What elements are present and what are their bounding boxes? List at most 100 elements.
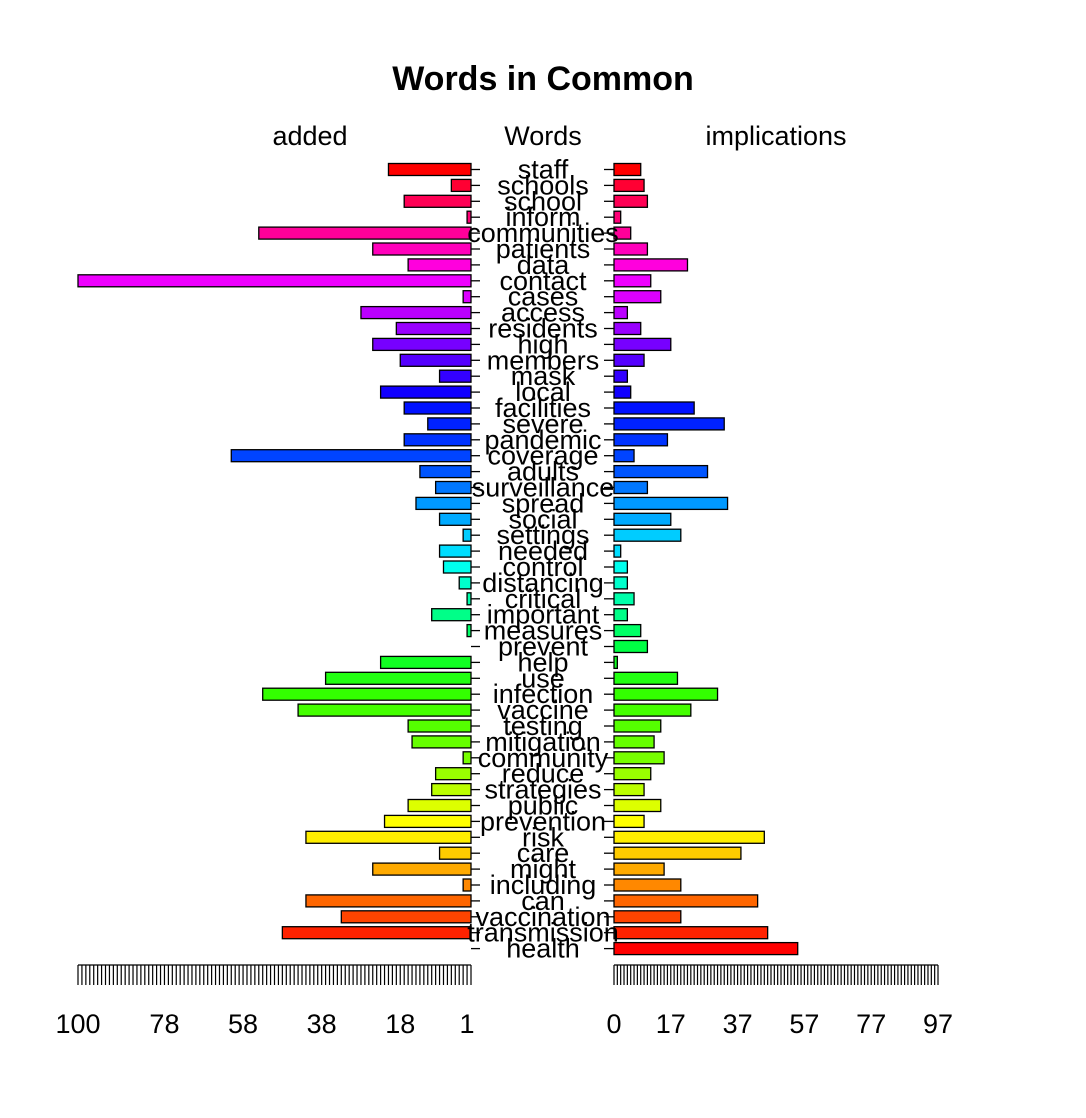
- right-bar-surveillance: [613, 480, 649, 495]
- left-bars: [77, 162, 472, 940]
- left-tick-label: 100: [55, 1009, 100, 1039]
- word-label-health: health: [506, 934, 580, 964]
- right-bars: [613, 162, 799, 956]
- right-bar-might: [613, 862, 665, 876]
- right-bar-school: [613, 194, 649, 208]
- left-bar-contact: [77, 274, 472, 288]
- right-bar-high: [613, 337, 672, 352]
- word-label-schools: schools: [497, 170, 589, 200]
- word-label-staff: staff: [518, 155, 569, 185]
- right-bar-residents: [613, 321, 642, 336]
- right-bar-needed: [613, 544, 622, 558]
- left-bar-settings: [462, 528, 472, 542]
- right-tick-label: 37: [723, 1009, 753, 1039]
- word-label-control: control: [502, 552, 583, 582]
- right-bar-critical: [613, 592, 635, 606]
- left-bar-transmission: [281, 926, 472, 940]
- word-label-mitigation: mitigation: [485, 727, 601, 757]
- right-bar-strategies: [613, 782, 645, 797]
- left-bar-severe: [427, 417, 472, 431]
- left-bar-members: [399, 353, 472, 367]
- word-label-public: public: [508, 791, 579, 821]
- right-tick-label: 77: [856, 1009, 886, 1039]
- word-label-critical: critical: [505, 584, 582, 614]
- right-bar-distancing: [613, 576, 629, 590]
- word-label-reduce: reduce: [502, 759, 585, 789]
- word-label-communities: communities: [467, 218, 619, 248]
- word-label-adults: adults: [507, 457, 579, 487]
- right-bar-access: [613, 305, 629, 320]
- right-bar-coverage: [613, 449, 635, 463]
- word-label-data: data: [517, 250, 571, 280]
- left-bar-surveillance: [434, 480, 472, 495]
- right-bar-can: [613, 894, 759, 908]
- left-bar-school: [403, 194, 472, 208]
- left-bar-community: [462, 751, 472, 765]
- word-label-care: care: [517, 838, 570, 868]
- left-tick-label: 18: [385, 1009, 415, 1039]
- left-bar-vaccine: [297, 703, 472, 717]
- word-label-risk: risk: [522, 822, 564, 852]
- right-bar-prevention: [613, 814, 645, 829]
- right-bar-public: [613, 798, 662, 813]
- left-bar-mitigation: [411, 735, 472, 749]
- word-label-high: high: [517, 329, 568, 359]
- left-bar-control: [442, 560, 472, 574]
- right-bar-staff: [613, 162, 642, 177]
- word-label-contact: contact: [499, 266, 587, 296]
- left-bar-mask: [438, 369, 472, 383]
- right-bar-severe: [613, 417, 725, 431]
- left-bar-testing: [407, 719, 472, 733]
- right-bar-help: [613, 655, 618, 670]
- right-bar-reduce: [613, 767, 652, 781]
- right-bar-community: [613, 751, 665, 765]
- word-label-vaccination: vaccination: [475, 902, 610, 932]
- word-label-spread: spread: [502, 488, 585, 518]
- left-bar-schools: [450, 178, 472, 193]
- word-labels: staffschoolsschoolinformcommunitiespatie…: [467, 155, 619, 964]
- left-bar-risk: [305, 830, 472, 844]
- left-axis: 100 78 58 38 18 1: [55, 964, 475, 1039]
- word-label-social: social: [508, 504, 577, 534]
- word-label-transmission: transmission: [467, 918, 619, 948]
- left-bar-measures: [466, 623, 472, 638]
- right-bar-use: [613, 671, 679, 685]
- left-bar-critical: [466, 592, 472, 606]
- word-label-school: school: [504, 186, 582, 216]
- word-label-local: local: [515, 377, 571, 407]
- word-label-might: might: [510, 854, 577, 884]
- left-bar-needed: [438, 544, 472, 558]
- left-tick-label: 1: [460, 1009, 475, 1039]
- right-bar-infection: [613, 687, 719, 701]
- right-bar-mask: [613, 369, 629, 383]
- right-bar-vaccination: [613, 910, 682, 924]
- word-label-important: important: [487, 600, 600, 630]
- right-tick-label: 0: [606, 1009, 621, 1039]
- chart-title: Words in Common: [392, 60, 694, 98]
- left-bar-prevention: [383, 814, 472, 829]
- right-bar-pandemic: [613, 433, 669, 447]
- right-tick-label: 57: [789, 1009, 819, 1039]
- left-bar-important: [431, 608, 472, 622]
- right-bar-adults: [613, 464, 709, 479]
- left-bar-pandemic: [403, 433, 472, 447]
- left-bar-cases: [462, 290, 472, 304]
- left-bar-coverage: [230, 449, 472, 463]
- word-label-can: can: [521, 886, 565, 916]
- word-label-settings: settings: [496, 520, 589, 550]
- left-bar-local: [379, 385, 472, 399]
- right-bar-spread: [613, 496, 729, 511]
- right-panel-label: implications: [705, 121, 846, 151]
- word-label-prevention: prevention: [480, 806, 606, 836]
- right-bar-transmission: [613, 926, 769, 940]
- left-bar-care: [438, 846, 472, 860]
- right-axis-ticks: [613, 964, 939, 985]
- word-label-including: including: [490, 870, 597, 900]
- word-label-use: use: [521, 663, 565, 693]
- word-label-distancing: distancing: [482, 568, 604, 598]
- right-tick-label: 17: [656, 1009, 686, 1039]
- right-bar-facilities: [613, 401, 695, 415]
- word-label-help: help: [517, 647, 568, 677]
- right-bar-risk: [613, 830, 765, 844]
- left-bar-distancing: [458, 576, 472, 590]
